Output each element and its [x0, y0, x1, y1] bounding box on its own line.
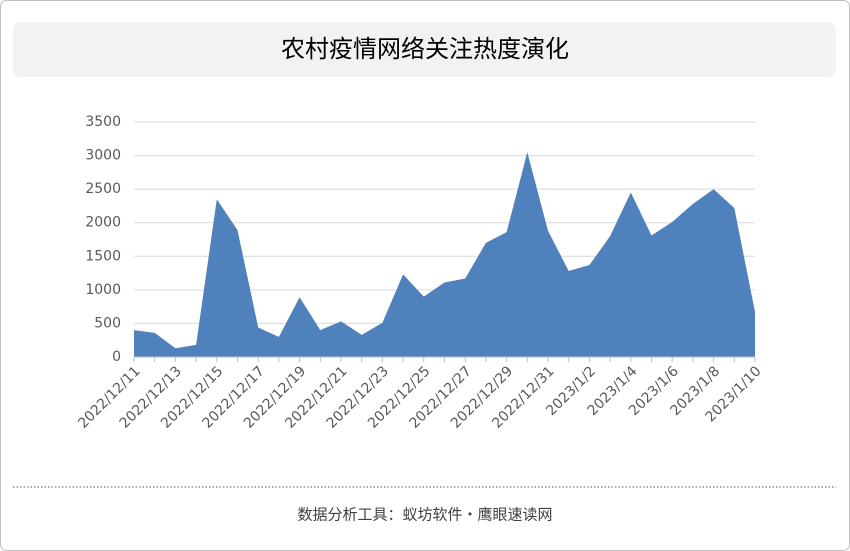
y-tick-label: 0 [112, 349, 121, 365]
y-tick-label: 1500 [85, 248, 121, 264]
y-tick-label: 2500 [85, 181, 121, 197]
y-tick-label: 1000 [85, 282, 121, 298]
y-tick-label: 3000 [85, 148, 121, 164]
chart-title: 农村疫情网络关注热度演化 [281, 35, 569, 63]
y-tick-label: 3500 [85, 114, 121, 130]
area [134, 152, 755, 357]
title-box [13, 22, 836, 77]
footer: 数据分析工具：蚁坊软件・鹰眼速读网 [297, 506, 552, 524]
y-tick-label: 2000 [85, 215, 121, 231]
y-tick-label: 500 [94, 315, 121, 331]
